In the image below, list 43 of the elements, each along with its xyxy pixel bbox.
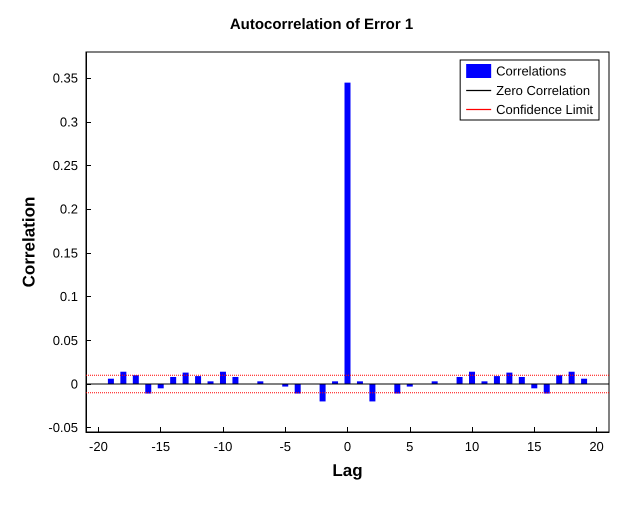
chart-title: Autocorrelation of Error 1 <box>230 16 414 33</box>
bar <box>469 372 476 384</box>
bar <box>195 376 202 384</box>
y-tick-label: 0.35 <box>52 70 78 86</box>
legend-label: Confidence Limit <box>496 102 594 117</box>
bar <box>220 372 226 384</box>
x-axis-title: Lag <box>332 461 363 480</box>
x-tick-label: -5 <box>279 439 292 454</box>
bar <box>170 376 176 384</box>
y-tick-label: 0.1 <box>60 289 78 304</box>
x-tick-label: 15 <box>527 439 542 454</box>
bar <box>556 375 562 384</box>
bar <box>344 82 350 384</box>
bar <box>518 376 525 384</box>
y-tick-label: 0.3 <box>60 114 78 130</box>
bar <box>120 372 126 384</box>
bar <box>320 384 326 402</box>
x-tick-label: -10 <box>214 439 232 454</box>
bar <box>568 372 575 384</box>
y-tick-label: -0.05 <box>48 420 78 436</box>
bar <box>182 372 189 384</box>
bar <box>506 372 512 384</box>
bar <box>369 384 376 402</box>
x-tick-label: 5 <box>406 439 414 454</box>
legend-label: Zero Correlation <box>496 83 590 98</box>
x-tick-label: 20 <box>589 439 604 454</box>
x-tick-label: 0 <box>344 439 352 454</box>
y-axis-title: Correlation <box>19 196 38 288</box>
x-tick-label: 10 <box>464 439 480 454</box>
legend-label: Correlations <box>496 64 567 78</box>
y-tick-label: 0.15 <box>52 245 78 260</box>
bar <box>494 376 500 384</box>
bar <box>132 375 139 384</box>
bar <box>108 378 114 384</box>
y-tick-label: 0.25 <box>52 158 78 174</box>
bar <box>456 376 463 384</box>
y-tick-label: 0.2 <box>60 202 78 217</box>
y-tick-label: 0.05 <box>52 332 78 348</box>
x-tick-label: -20 <box>89 439 108 454</box>
bar <box>581 378 588 384</box>
y-tick-label: 0 <box>70 376 78 392</box>
x-tick-label: -15 <box>151 439 170 454</box>
bar <box>232 376 238 384</box>
